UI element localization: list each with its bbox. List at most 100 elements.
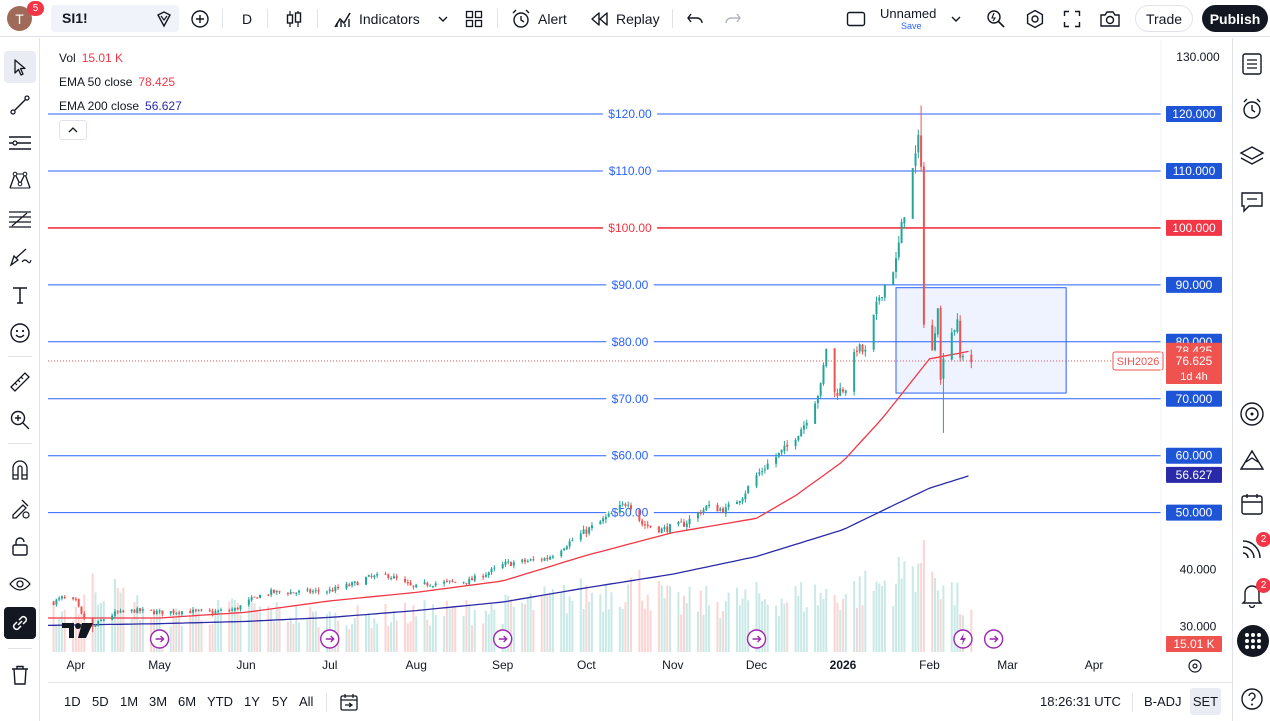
alerts-clock-icon[interactable] <box>1238 95 1266 123</box>
symbol-search-box[interactable] <box>51 5 179 32</box>
clock-readout[interactable]: 18:26:31 UTC <box>1040 694 1121 709</box>
fib-retracement-tool-icon[interactable] <box>4 203 36 235</box>
date-axis-tick: Nov <box>662 658 683 672</box>
legend-ema200[interactable]: EMA 200 close 56.627 <box>59 99 182 113</box>
contract-label: SIH2026 <box>1117 356 1160 368</box>
zoom-in-tool-icon[interactable] <box>4 404 36 436</box>
back-adjustment-toggle[interactable]: B-ADJ <box>1144 694 1182 709</box>
legend-volume[interactable]: Vol 15.01 K <box>59 51 123 65</box>
candle-body <box>844 390 847 393</box>
publish-button[interactable]: Publish <box>1202 5 1268 32</box>
cursor-tool-icon[interactable] <box>4 51 36 83</box>
symbol-name[interactable]: SI1! <box>62 10 88 26</box>
legend-ema50[interactable]: EMA 50 close 78.425 <box>59 75 175 89</box>
layout-name[interactable]: Unnamed <box>880 6 937 21</box>
volume-bar <box>451 605 454 652</box>
candle-body <box>239 605 242 610</box>
date-axis-tick: Oct <box>577 658 596 672</box>
candle-body <box>568 541 571 547</box>
marker-bolt <box>959 633 966 645</box>
ruler-tool-icon[interactable] <box>4 366 36 398</box>
ideas-icon[interactable] <box>1238 446 1266 474</box>
date-axis-tick: 2026 <box>830 658 857 672</box>
volume-bar <box>607 609 610 652</box>
sync-drawings-link-icon[interactable] <box>4 607 36 639</box>
range-5y-button[interactable]: 5Y <box>272 694 288 709</box>
price-axis-level-label-bg <box>1166 390 1222 407</box>
range-6m-button[interactable]: 6M <box>178 694 197 709</box>
alert-button[interactable]: Alert <box>510 0 567 37</box>
candle-body <box>200 609 203 611</box>
layouts-grid-icon[interactable] <box>465 0 483 37</box>
candle-body <box>370 575 373 577</box>
candle-body <box>794 440 797 447</box>
candle-body <box>298 590 301 593</box>
stay-in-drawing-mode-icon[interactable] <box>4 492 36 524</box>
volume-bar <box>415 616 418 652</box>
marker-arrow <box>989 635 999 643</box>
candle-body <box>610 513 613 515</box>
undo-icon[interactable] <box>686 0 704 37</box>
calendar-icon[interactable] <box>1238 490 1266 518</box>
chart-canvas[interactable]: $120.00 $110.00 $100.00 $90.00 $80.00 $70.00 $… <box>48 40 1230 680</box>
range-ytd-button[interactable]: YTD <box>207 694 233 709</box>
trade-button[interactable]: Trade <box>1135 5 1193 32</box>
price-axis-level-label-bg <box>1166 504 1222 521</box>
candle-body <box>604 516 607 520</box>
camera-icon[interactable] <box>1099 0 1121 37</box>
notifications-bell-icon[interactable] <box>1238 581 1266 609</box>
candle-type-icon[interactable] <box>285 0 303 37</box>
horizontal-lines-tool-icon[interactable] <box>4 127 36 159</box>
remove-drawings-trash-icon[interactable] <box>4 659 36 691</box>
lock-drawings-icon[interactable] <box>4 530 36 562</box>
replay-button[interactable]: Replay <box>590 0 660 37</box>
news-feed-icon[interactable] <box>1238 535 1266 563</box>
volume-bar <box>387 625 390 652</box>
settings-gear-icon[interactable] <box>1025 0 1045 37</box>
chart-pane[interactable]: $120.00 $110.00 $100.00 $90.00 $80.00 $70.00 $… <box>48 40 1230 680</box>
go-to-date-icon[interactable] <box>339 692 359 717</box>
fullscreen-icon[interactable] <box>1063 0 1081 37</box>
range-5d-button[interactable]: 5D <box>92 694 109 709</box>
volume-bar <box>267 605 270 652</box>
interval-button[interactable]: D <box>242 0 252 37</box>
range-1y-button[interactable]: 1Y <box>244 694 260 709</box>
range-1d-button[interactable]: 1D <box>64 694 81 709</box>
magnet-tool-icon[interactable] <box>4 454 36 486</box>
emoji-tool-icon[interactable] <box>4 317 36 349</box>
redo-icon[interactable] <box>724 0 742 37</box>
range-3m-button[interactable]: 3M <box>149 694 168 709</box>
quick-search-icon[interactable] <box>985 0 1007 37</box>
apps-grid-icon[interactable] <box>1237 625 1269 657</box>
volume-bar <box>58 618 61 652</box>
symbol-search-icon[interactable] <box>155 0 173 37</box>
hotlists-target-icon[interactable] <box>1238 400 1266 428</box>
range-all-button[interactable]: All <box>299 694 314 709</box>
volume-bar <box>563 584 566 652</box>
layers-icon[interactable] <box>1238 142 1266 170</box>
add-symbol-icon[interactable] <box>190 0 210 37</box>
price-level-label-bg <box>606 447 654 464</box>
volume-bar <box>708 605 711 652</box>
price-axis-level-label: 60.000 <box>1176 449 1213 463</box>
text-tool-icon[interactable] <box>4 279 36 311</box>
pattern-tool-icon[interactable] <box>4 165 36 197</box>
watchlist-icon[interactable] <box>1238 50 1266 78</box>
hide-drawings-eye-icon[interactable] <box>4 568 36 600</box>
candle-body <box>588 527 591 534</box>
brush-tool-icon[interactable] <box>4 241 36 273</box>
indicators-button[interactable]: Indicators <box>333 0 420 37</box>
range-1m-button[interactable]: 1M <box>120 694 139 709</box>
legend-collapse-button[interactable] <box>59 120 87 140</box>
candle-body <box>493 567 496 569</box>
volume-bar <box>920 562 923 652</box>
chat-icon[interactable] <box>1238 188 1266 216</box>
help-icon[interactable] <box>1238 685 1266 713</box>
trend-line-tool-icon[interactable] <box>4 89 36 121</box>
volume-bar <box>272 621 275 652</box>
indicators-dropdown-icon[interactable] <box>437 0 449 37</box>
layout-checkbox-icon[interactable] <box>846 0 866 37</box>
session-button[interactable]: SET <box>1190 688 1221 715</box>
layout-dropdown-icon[interactable] <box>950 0 962 37</box>
candle-body <box>736 502 738 505</box>
